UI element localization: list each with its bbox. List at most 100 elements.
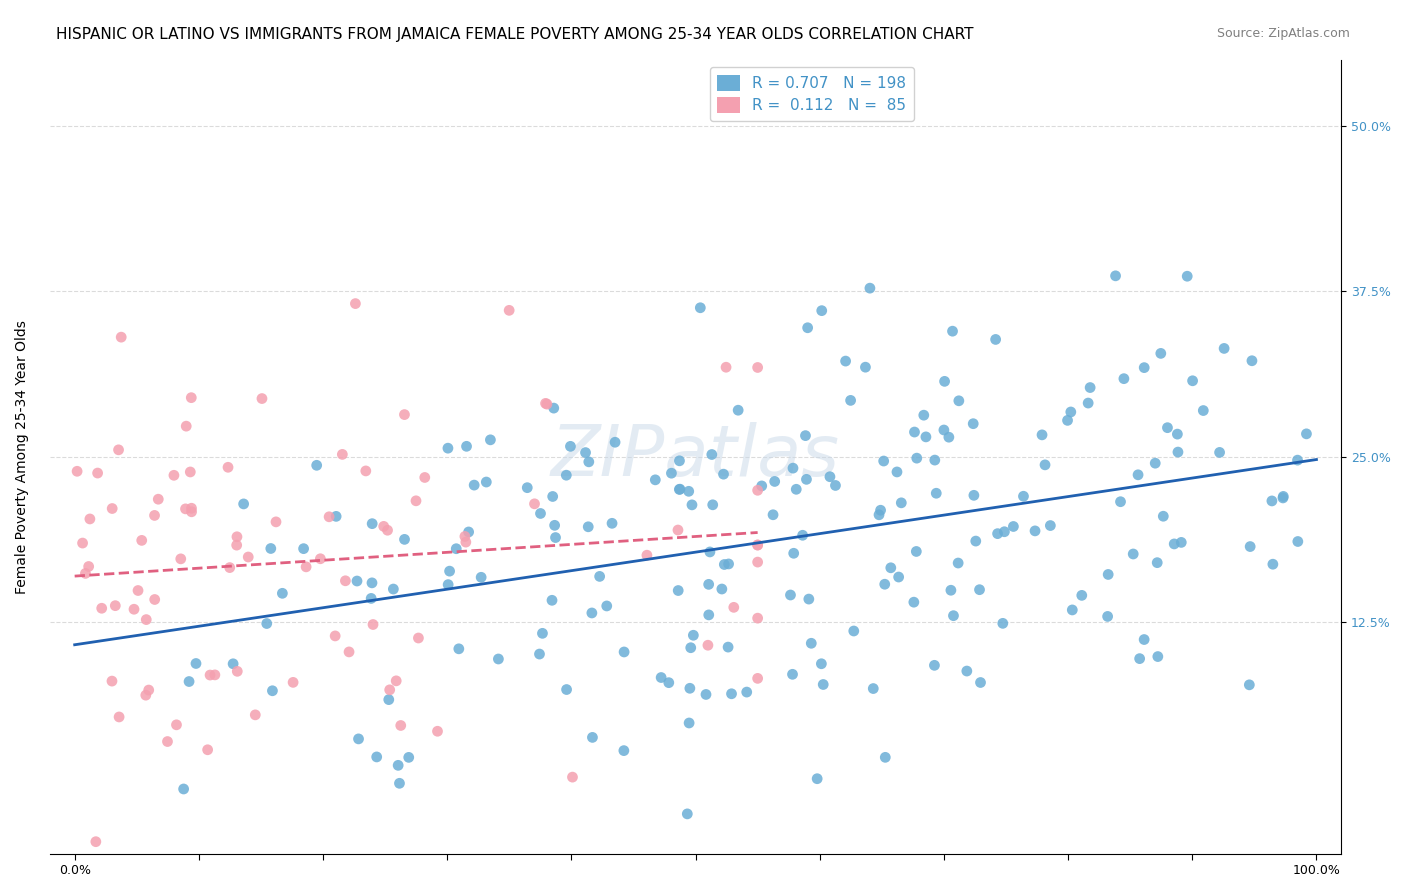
Text: HISPANIC OR LATINO VS IMMIGRANTS FROM JAMAICA FEMALE POVERTY AMONG 25-34 YEAR OL: HISPANIC OR LATINO VS IMMIGRANTS FROM JA… [56,27,974,42]
Immigrants from Jamaica [138,683,160,698]
Hispanics or Latinos [1286,534,1309,549]
Immigrants from Jamaica [198,668,221,682]
Hispanics or Latinos [873,454,896,468]
Hispanics or Latinos [1146,649,1168,664]
Hispanics or Latinos [796,320,818,334]
Immigrants from Jamaica [131,533,153,548]
Hispanics or Latinos [1271,491,1294,505]
Hispanics or Latinos [669,482,692,496]
Immigrants from Jamaica [148,492,170,507]
Hispanics or Latinos [941,324,963,338]
Hispanics or Latinos [347,731,370,746]
Hispanics or Latinos [905,544,928,558]
Hispanics or Latinos [887,570,910,584]
Hispanics or Latinos [486,652,509,666]
Hispanics or Latinos [1002,519,1025,533]
Hispanics or Latinos [792,528,814,542]
Immigrants from Jamaica [666,523,689,537]
Hispanics or Latinos [1181,374,1204,388]
Hispanics or Latinos [1129,651,1152,665]
Immigrants from Jamaica [204,668,226,682]
Hispanics or Latinos [1167,445,1189,459]
Hispanics or Latinos [531,626,554,640]
Hispanics or Latinos [873,577,896,591]
Hispanics or Latinos [965,534,987,549]
Hispanics or Latinos [529,507,551,521]
Immigrants from Jamaica [75,566,97,581]
Hispanics or Latinos [325,509,347,524]
Hispanics or Latinos [946,556,969,570]
Immigrants from Jamaica [218,560,240,574]
Immigrants from Jamaica [66,464,89,478]
Hispanics or Latinos [613,645,636,659]
Hispanics or Latinos [184,657,207,671]
Hispanics or Latinos [695,688,717,702]
Hispanics or Latinos [713,558,735,572]
Hispanics or Latinos [1133,632,1156,647]
Hispanics or Latinos [806,772,828,786]
Hispanics or Latinos [1286,453,1309,467]
Hispanics or Latinos [470,570,492,584]
Hispanics or Latinos [903,595,925,609]
Immigrants from Jamaica [377,523,399,537]
Immigrants from Jamaica [413,470,436,484]
Hispanics or Latinos [925,486,948,500]
Immigrants from Jamaica [747,611,769,625]
Immigrants from Jamaica [180,505,202,519]
Immigrants from Jamaica [295,559,318,574]
Hispanics or Latinos [541,490,564,504]
Immigrants from Jamaica [264,515,287,529]
Hispanics or Latinos [475,475,498,489]
Immigrants from Jamaica [747,483,769,498]
Hispanics or Latinos [862,681,884,696]
Hispanics or Latinos [1239,678,1261,692]
Hispanics or Latinos [1192,403,1215,417]
Hispanics or Latinos [717,640,740,654]
Hispanics or Latinos [382,582,405,596]
Hispanics or Latinos [1112,372,1135,386]
Y-axis label: Female Poverty Among 25-34 Year Olds: Female Poverty Among 25-34 Year Olds [15,319,30,593]
Hispanics or Latinos [292,541,315,556]
Hispanics or Latinos [794,428,817,442]
Immigrants from Jamaica [166,718,188,732]
Hispanics or Latinos [676,806,699,821]
Hispanics or Latinos [782,667,804,681]
Hispanics or Latinos [1070,588,1092,602]
Immigrants from Jamaica [180,501,202,516]
Hispanics or Latinos [1239,540,1261,554]
Hispanics or Latinos [1012,489,1035,503]
Hispanics or Latinos [457,524,479,539]
Immigrants from Jamaica [330,447,353,461]
Hispanics or Latinos [600,516,623,531]
Hispanics or Latinos [446,541,468,556]
Text: ZIPatlas: ZIPatlas [551,422,839,491]
Immigrants from Jamaica [174,419,197,434]
Hispanics or Latinos [1126,467,1149,482]
Hispanics or Latinos [529,647,551,661]
Immigrants from Jamaica [108,710,131,724]
Hispanics or Latinos [717,557,740,571]
Hispanics or Latinos [839,393,862,408]
Hispanics or Latinos [969,675,991,690]
Hispanics or Latinos [262,683,284,698]
Immigrants from Jamaica [72,536,94,550]
Immigrants from Jamaica [714,360,737,375]
Hispanics or Latinos [963,488,986,502]
Hispanics or Latinos [541,593,564,607]
Hispanics or Latinos [751,479,773,493]
Hispanics or Latinos [544,531,567,545]
Hispanics or Latinos [700,448,723,462]
Hispanics or Latinos [763,475,786,489]
Hispanics or Latinos [1056,413,1078,427]
Hispanics or Latinos [387,758,409,772]
Immigrants from Jamaica [394,408,416,422]
Immigrants from Jamaica [534,396,557,410]
Hispanics or Latinos [560,439,582,453]
Hispanics or Latinos [1170,535,1192,549]
Hispanics or Latinos [1039,518,1062,533]
Immigrants from Jamaica [498,303,520,318]
Hispanics or Latinos [463,478,485,492]
Immigrants from Jamaica [747,360,769,375]
Hispanics or Latinos [697,607,720,622]
Hispanics or Latinos [720,687,742,701]
